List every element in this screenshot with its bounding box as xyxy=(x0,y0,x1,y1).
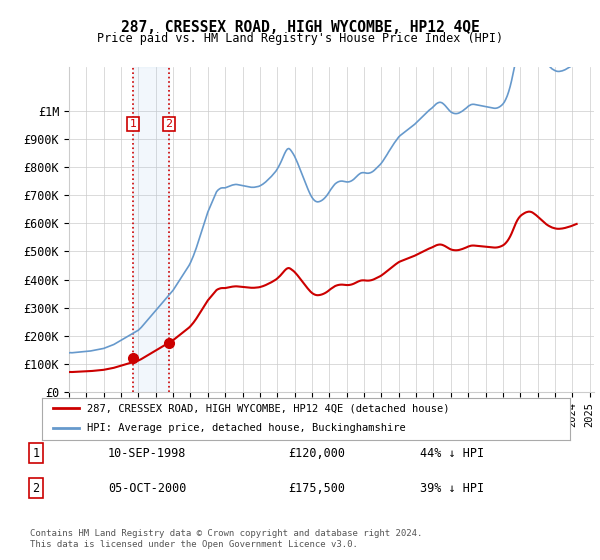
Text: HPI: Average price, detached house, Buckinghamshire: HPI: Average price, detached house, Buck… xyxy=(87,423,406,433)
Text: 44% ↓ HPI: 44% ↓ HPI xyxy=(420,447,484,460)
Text: Price paid vs. HM Land Registry's House Price Index (HPI): Price paid vs. HM Land Registry's House … xyxy=(97,32,503,45)
Bar xyxy=(133,67,169,392)
Text: 39% ↓ HPI: 39% ↓ HPI xyxy=(420,482,484,494)
Text: 287, CRESSEX ROAD, HIGH WYCOMBE, HP12 4QE (detached house): 287, CRESSEX ROAD, HIGH WYCOMBE, HP12 4Q… xyxy=(87,403,449,413)
Text: Contains HM Land Registry data © Crown copyright and database right 2024.
This d: Contains HM Land Registry data © Crown c… xyxy=(30,529,422,549)
Text: 287, CRESSEX ROAD, HIGH WYCOMBE, HP12 4QE: 287, CRESSEX ROAD, HIGH WYCOMBE, HP12 4Q… xyxy=(121,20,479,35)
Text: 2: 2 xyxy=(32,482,40,494)
Text: £120,000: £120,000 xyxy=(288,447,345,460)
Text: 10-SEP-1998: 10-SEP-1998 xyxy=(108,447,187,460)
Text: £175,500: £175,500 xyxy=(288,482,345,494)
Text: 1: 1 xyxy=(32,447,40,460)
Text: 2: 2 xyxy=(166,119,173,129)
Text: 05-OCT-2000: 05-OCT-2000 xyxy=(108,482,187,494)
Text: 1: 1 xyxy=(130,119,137,129)
